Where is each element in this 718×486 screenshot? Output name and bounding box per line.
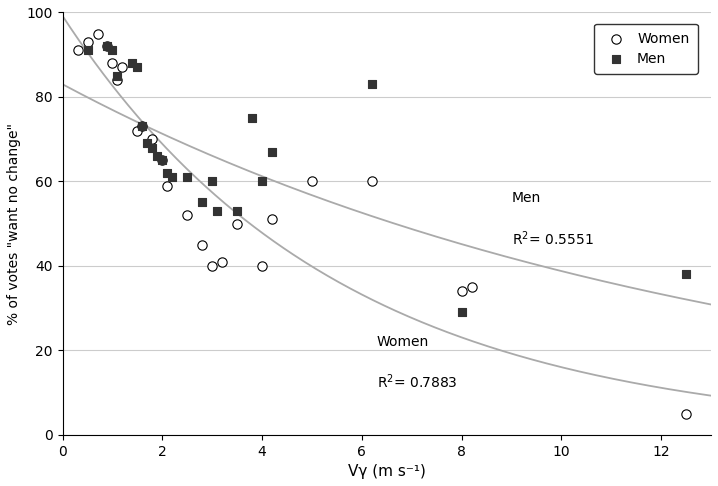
Women xyxy=(182,211,193,219)
Men xyxy=(266,148,278,156)
Women xyxy=(157,156,168,164)
Women xyxy=(307,177,318,185)
Text: R$^2$= 0.7883: R$^2$= 0.7883 xyxy=(377,373,457,391)
Men xyxy=(681,270,692,278)
Legend: Women, Men: Women, Men xyxy=(594,24,698,74)
Men xyxy=(197,199,208,207)
Men xyxy=(102,42,113,50)
Men xyxy=(107,47,118,54)
Women xyxy=(256,262,268,270)
Women xyxy=(92,30,103,37)
Men xyxy=(207,177,218,185)
Women xyxy=(107,59,118,67)
Men xyxy=(246,114,258,122)
Women xyxy=(366,177,378,185)
Y-axis label: % of votes "want no change": % of votes "want no change" xyxy=(7,122,21,325)
Women xyxy=(681,410,692,417)
X-axis label: Vγ (m s⁻¹): Vγ (m s⁻¹) xyxy=(348,464,426,479)
Text: Men: Men xyxy=(511,191,541,206)
Women xyxy=(112,76,123,84)
Men xyxy=(131,64,143,71)
Men xyxy=(366,80,378,88)
Men xyxy=(126,59,138,67)
Women xyxy=(207,262,218,270)
Men xyxy=(256,177,268,185)
Women xyxy=(162,182,173,190)
Women xyxy=(216,258,228,265)
Men xyxy=(162,169,173,177)
Men xyxy=(182,174,193,181)
Men xyxy=(456,309,467,316)
Women xyxy=(117,64,129,71)
Men xyxy=(151,152,163,160)
Men xyxy=(136,122,148,130)
Women xyxy=(131,127,143,135)
Women xyxy=(136,122,148,130)
Men xyxy=(157,156,168,164)
Women xyxy=(72,47,83,54)
Men xyxy=(231,207,243,215)
Text: Women: Women xyxy=(377,335,429,349)
Men xyxy=(146,144,158,152)
Women xyxy=(466,283,477,291)
Text: R$^2$= 0.5551: R$^2$= 0.5551 xyxy=(511,229,593,248)
Women xyxy=(456,287,467,295)
Women xyxy=(231,220,243,227)
Men xyxy=(167,174,178,181)
Women xyxy=(102,42,113,50)
Men xyxy=(141,139,153,147)
Women xyxy=(266,215,278,223)
Men xyxy=(212,207,223,215)
Men xyxy=(112,72,123,80)
Women xyxy=(82,38,93,46)
Women xyxy=(197,241,208,249)
Women xyxy=(146,135,158,143)
Men xyxy=(82,47,93,54)
